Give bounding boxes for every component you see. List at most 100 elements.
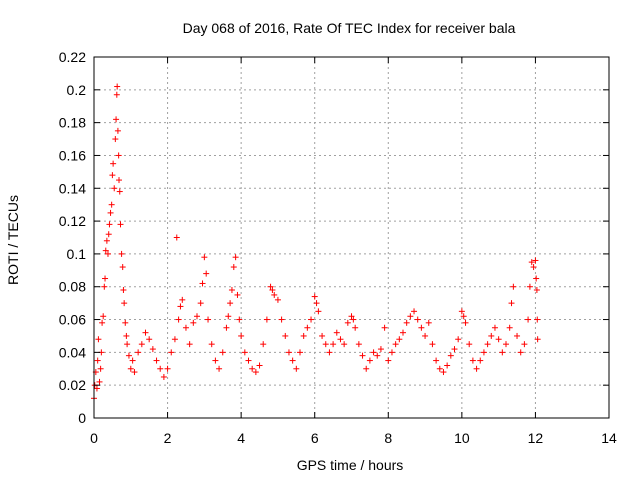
y-tick-label: 0.1 <box>67 246 87 262</box>
data-point <box>510 283 517 290</box>
plot-frame <box>93 56 610 419</box>
data-point <box>116 188 123 195</box>
data-point <box>124 341 131 348</box>
data-point <box>414 316 421 323</box>
data-point <box>230 264 237 271</box>
data-point <box>116 177 123 184</box>
data-point <box>149 346 156 353</box>
data-point <box>113 116 120 123</box>
data-point <box>256 362 263 369</box>
data-point <box>517 349 524 356</box>
data-point <box>344 319 351 326</box>
data-point <box>197 300 204 307</box>
data-point <box>157 365 164 372</box>
data-point <box>532 257 539 264</box>
data-point <box>94 357 101 364</box>
data-point <box>319 332 326 339</box>
data-point <box>271 291 278 298</box>
data-point <box>99 319 106 326</box>
data-point <box>429 341 436 348</box>
data-point <box>285 349 292 356</box>
data-point <box>175 316 182 323</box>
data-point <box>355 341 362 348</box>
x-tick-label: 6 <box>311 430 319 446</box>
x-tick-label: 12 <box>528 430 544 446</box>
data-point <box>469 357 476 364</box>
data-point <box>526 283 533 290</box>
data-point <box>236 316 243 323</box>
data-point <box>122 319 129 326</box>
y-tick-label: 0.02 <box>59 377 86 393</box>
data-point <box>451 346 458 353</box>
x-tick-label: 8 <box>384 430 392 446</box>
data-point <box>322 341 329 348</box>
data-point <box>110 160 117 167</box>
data-point <box>212 357 219 364</box>
data-point <box>171 336 178 343</box>
data-point <box>396 336 403 343</box>
x-tick-label: 4 <box>237 430 245 446</box>
data-point <box>289 357 296 364</box>
data-point <box>111 185 118 192</box>
data-point <box>104 250 111 257</box>
data-point <box>142 329 149 336</box>
data-point <box>488 332 495 339</box>
data-point <box>119 264 126 271</box>
data-point <box>521 341 528 348</box>
data-point <box>127 365 134 372</box>
x-tick-label: 10 <box>454 430 470 446</box>
data-point <box>108 201 115 208</box>
data-point <box>121 300 128 307</box>
data-point <box>385 357 392 364</box>
data-point <box>374 352 381 359</box>
data-point <box>252 369 259 376</box>
data-point <box>205 316 212 323</box>
data-point <box>436 365 443 372</box>
y-tick-label: 0.12 <box>59 213 86 229</box>
data-point <box>350 316 357 323</box>
data-point <box>106 221 113 228</box>
data-point <box>370 349 377 356</box>
data-point <box>392 341 399 348</box>
data-point <box>118 250 125 257</box>
data-point <box>177 303 184 310</box>
data-point <box>366 357 373 364</box>
data-point <box>125 352 132 359</box>
data-point <box>363 365 370 372</box>
data-points <box>91 83 541 402</box>
data-point <box>263 316 270 323</box>
data-point <box>208 341 215 348</box>
data-point <box>160 373 167 380</box>
data-point <box>216 365 223 372</box>
data-point <box>337 336 344 343</box>
data-point <box>114 127 121 134</box>
data-point <box>326 349 333 356</box>
data-point <box>508 300 515 307</box>
data-point <box>227 300 234 307</box>
data-point <box>499 349 506 356</box>
data-point <box>403 319 410 326</box>
data-point <box>164 365 171 372</box>
data-point <box>407 313 414 320</box>
data-point <box>113 91 120 98</box>
data-point <box>466 341 473 348</box>
data-point <box>138 341 145 348</box>
data-point <box>530 264 537 271</box>
data-point <box>201 254 208 261</box>
data-point <box>97 365 104 372</box>
x-axis-title: GPS time / hours <box>297 457 404 473</box>
data-point <box>109 172 116 179</box>
data-point <box>269 287 276 294</box>
data-point <box>190 319 197 326</box>
data-point <box>503 341 509 348</box>
data-point <box>182 324 189 331</box>
data-point <box>480 349 487 356</box>
data-point <box>352 324 359 331</box>
data-point <box>425 319 432 326</box>
x-tick-label: 14 <box>601 430 617 446</box>
data-point <box>238 332 245 339</box>
data-point <box>491 324 498 331</box>
data-point <box>107 209 114 216</box>
data-point <box>333 329 340 336</box>
data-point <box>528 259 535 266</box>
